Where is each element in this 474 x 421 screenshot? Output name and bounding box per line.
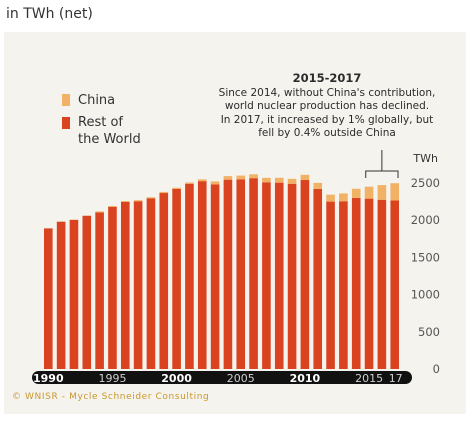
annotation-bracket xyxy=(365,170,399,178)
bar-rest-1993 xyxy=(82,215,92,369)
credit-text: © WNISR - Mycle Schneider Consulting xyxy=(12,392,210,402)
bar-china-2016 xyxy=(377,185,387,200)
annotation-line-2: world nuclear production has declined. xyxy=(224,100,430,112)
bar-china-1996 xyxy=(120,201,130,202)
y-tick-label-2500: 2500 xyxy=(411,176,440,190)
bar-china-2001 xyxy=(185,182,194,184)
bar-china-2017 xyxy=(390,183,400,201)
bar-rest-2004 xyxy=(223,179,233,369)
annotation-line-4: fell by 0.4% outside China xyxy=(258,127,396,139)
bar-rest-1998 xyxy=(146,198,156,369)
bar-china-2011 xyxy=(313,182,323,189)
bar-rest-1992 xyxy=(69,219,79,369)
bar-china-1998 xyxy=(146,197,156,199)
bar-rest-1995 xyxy=(108,206,117,369)
unit-title: in TWh (net) xyxy=(6,6,93,22)
bar-rest-2015 xyxy=(364,198,374,369)
bar-rest-2013 xyxy=(339,201,348,369)
legend-label-china: China xyxy=(78,92,115,109)
bar-rest-1994 xyxy=(95,212,104,369)
bar-china-2004 xyxy=(223,176,233,180)
bar-rest-2006 xyxy=(249,178,258,369)
bar-rest-2014 xyxy=(351,197,361,369)
bar-china-2013 xyxy=(339,193,348,202)
bar-rest-1999 xyxy=(159,193,169,369)
legend-rest-line-2: the World xyxy=(78,132,141,147)
x-tick-label-1990: 1990 xyxy=(33,372,64,385)
bar-rest-2009 xyxy=(287,183,297,369)
bar-china-2007 xyxy=(262,177,271,183)
bar-rest-1997 xyxy=(133,201,143,369)
legend-swatch-china xyxy=(62,94,70,106)
y-unit-label: TWh xyxy=(412,152,438,165)
legend-china-text: China xyxy=(78,93,116,108)
bar-china-2003 xyxy=(210,181,220,185)
bar-china-2009 xyxy=(287,178,297,184)
y-tick-label-2000: 2000 xyxy=(411,213,440,227)
y-tick-label-1500: 1500 xyxy=(411,250,440,264)
y-tick-label-500: 500 xyxy=(418,325,440,339)
bar-china-2006 xyxy=(249,174,258,179)
x-tick-label-1995: 1995 xyxy=(99,372,127,385)
x-tick-label-2017: 17 xyxy=(389,372,403,385)
bar-rest-2003 xyxy=(210,184,220,369)
bar-rest-2010 xyxy=(300,180,310,369)
legend-label-rest: Rest of the World xyxy=(78,114,141,148)
x-tick-label-2005: 2005 xyxy=(227,372,255,385)
x-tick-label-2015: 2015 xyxy=(355,372,383,385)
bar-rest-1991 xyxy=(56,221,66,369)
bar-rest-2000 xyxy=(172,188,181,369)
annotation-title: 2015-2017 xyxy=(292,71,362,85)
bar-rest-2001 xyxy=(185,183,194,369)
bar-rest-2017 xyxy=(390,200,400,369)
bar-rest-2005 xyxy=(236,179,246,369)
bar-china-2010 xyxy=(300,174,310,181)
bar-rest-2008 xyxy=(274,182,284,369)
bar-rest-1996 xyxy=(120,201,130,369)
bar-china-2008 xyxy=(274,177,284,183)
y-tick-label-0: 0 xyxy=(433,362,440,376)
y-tick-label-1000: 1000 xyxy=(411,288,440,302)
x-axis-band xyxy=(32,371,412,384)
bar-china-1997 xyxy=(133,200,143,202)
legend-swatch-rest xyxy=(62,117,70,129)
bar-china-1999 xyxy=(159,191,169,194)
bar-rest-2016 xyxy=(377,199,387,369)
bar-china-1994 xyxy=(95,211,104,213)
bar-china-2015 xyxy=(364,186,374,199)
bar-rest-2011 xyxy=(313,188,323,369)
bar-china-2002 xyxy=(197,179,207,182)
annotation: 2015-2017 Since 2014, without China's co… xyxy=(196,71,458,141)
x-tick-label-2010: 2010 xyxy=(290,372,321,385)
bar-china-2014 xyxy=(351,188,361,198)
bar-rest-1990 xyxy=(44,228,53,369)
bar-rest-2012 xyxy=(326,201,335,369)
bar-china-2005 xyxy=(236,175,246,180)
annotation-line-3: In 2017, it increased by 1% globally, bu… xyxy=(220,113,434,126)
chart-panel xyxy=(4,32,466,414)
annotation-line-1: Since 2014, without China's contribution… xyxy=(218,86,436,99)
bar-rest-2002 xyxy=(197,181,207,369)
bar-china-1995 xyxy=(108,205,117,207)
x-tick-label-2000: 2000 xyxy=(161,372,192,385)
legend-rest-line-1: Rest of xyxy=(78,115,123,130)
bar-china-2012 xyxy=(326,194,335,202)
bar-rest-2007 xyxy=(262,182,271,369)
bar-china-2000 xyxy=(172,187,181,189)
